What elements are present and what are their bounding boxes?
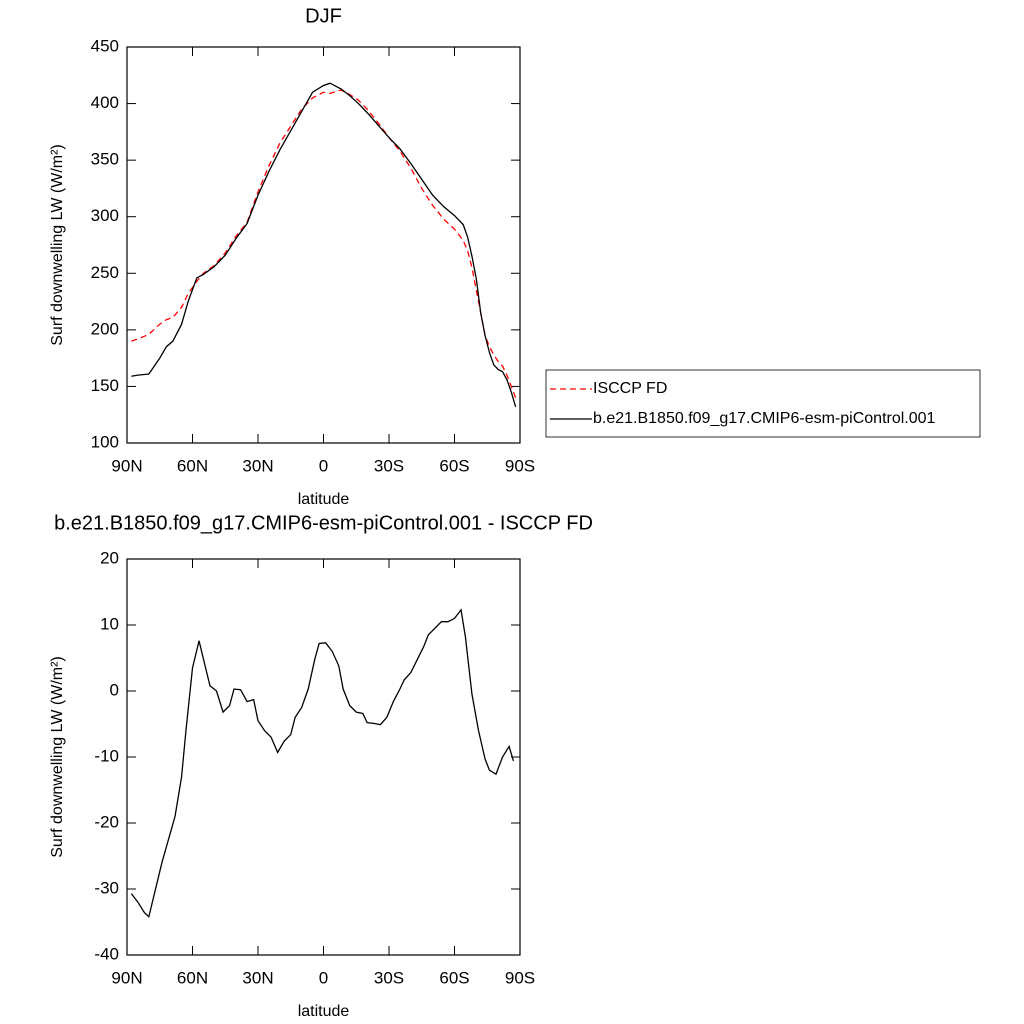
x-axis-label: latitude bbox=[298, 1003, 350, 1020]
y-tick-label: 20 bbox=[100, 548, 119, 567]
x-tick-label: 90N bbox=[111, 456, 142, 475]
chart-title: b.e21.B1850.f09_g17.CMIP6-esm-piControl.… bbox=[54, 512, 593, 534]
y-axis-label: Surf downwelling LW (W/m²) bbox=[49, 656, 66, 858]
y-tick-label: 450 bbox=[91, 36, 119, 55]
legend-label: b.e21.B1850.f09_g17.CMIP6-esm-piControl.… bbox=[593, 410, 936, 427]
plot-frame bbox=[126, 46, 521, 444]
y-tick-label: 350 bbox=[91, 150, 119, 169]
y-tick-label: 10 bbox=[100, 614, 119, 633]
y-axis-label: Surf downwelling LW (W/m²) bbox=[49, 144, 66, 346]
legend-box bbox=[545, 369, 981, 438]
x-tick-label: 60N bbox=[177, 456, 208, 475]
y-tick-label: 250 bbox=[91, 263, 119, 282]
x-tick-label: 30S bbox=[374, 968, 404, 987]
x-tick-label: 90S bbox=[505, 968, 535, 987]
x-tick-label: 30S bbox=[374, 456, 404, 475]
x-tick-label: 0 bbox=[319, 968, 328, 987]
y-tick-label: -30 bbox=[94, 878, 119, 897]
data-line bbox=[130, 608, 515, 918]
y-tick-label: 300 bbox=[91, 206, 119, 225]
data-line bbox=[131, 82, 517, 407]
x-tick-label: 30N bbox=[242, 968, 273, 987]
x-tick-label: 60S bbox=[439, 968, 469, 987]
x-tick-label: 90S bbox=[505, 456, 535, 475]
x-axis-label: latitude bbox=[298, 491, 350, 508]
y-tick-label: -20 bbox=[94, 812, 119, 831]
y-tick-label: 200 bbox=[91, 319, 119, 338]
y-tick-label: -10 bbox=[94, 746, 119, 765]
plot-frame bbox=[126, 558, 521, 956]
x-tick-label: 60S bbox=[439, 456, 469, 475]
chart-title: DJF bbox=[305, 5, 342, 27]
x-tick-label: 30N bbox=[242, 456, 273, 475]
x-tick-label: 90N bbox=[111, 968, 142, 987]
x-tick-label: 0 bbox=[319, 456, 328, 475]
y-tick-label: 150 bbox=[91, 376, 119, 395]
y-tick-label: 400 bbox=[91, 93, 119, 112]
y-tick-label: -40 bbox=[94, 944, 119, 963]
y-tick-label: 0 bbox=[110, 680, 119, 699]
x-tick-label: 60N bbox=[177, 968, 208, 987]
legend-label: ISCCP FD bbox=[593, 380, 667, 397]
y-tick-label: 100 bbox=[91, 432, 119, 451]
data-line bbox=[131, 89, 517, 398]
